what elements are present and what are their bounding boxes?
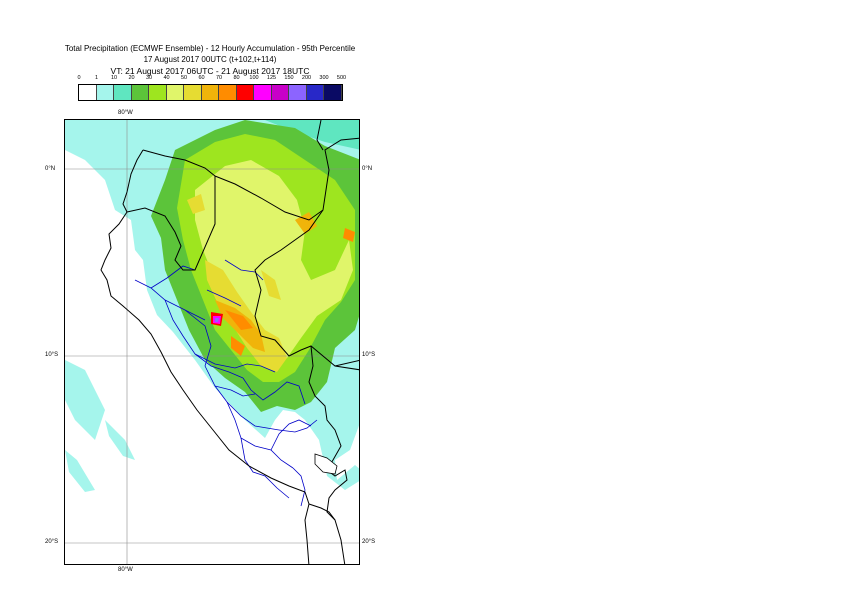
legend-swatch-3 [131, 85, 149, 100]
border-colombia-north [316, 120, 324, 151]
legend-swatch-5 [166, 85, 184, 100]
axis-label-lon-top: 80°W [118, 110, 133, 116]
border-ecuador-peru [126, 176, 216, 271]
legend-swatch-0 [79, 85, 97, 100]
legend-swatch-6 [184, 85, 202, 100]
precipitation-legend: 0 1 10 20 30 40 50 60 70 80 100 125 150 200 300 500 [77, 75, 348, 103]
legend-swatch-4 [149, 85, 167, 100]
border-brazil-peru [254, 209, 359, 371]
axis-label-lat0-right: 0°N [362, 166, 373, 172]
border-colombia-peru [214, 137, 359, 221]
legend-swatch-10 [254, 85, 272, 100]
legend-label-7: 60 [198, 75, 205, 81]
legend-label-6: 50 [180, 75, 188, 81]
country-borders [100, 120, 359, 564]
border-bolivia-peru [308, 345, 348, 521]
legend-label-1: 1 [94, 75, 99, 81]
admin-boundaries [134, 259, 318, 507]
precip-band-1-10-streaks [65, 420, 135, 492]
axis-label-lat20-left: 20°S [45, 539, 59, 545]
legend-label-8: 70 [215, 75, 223, 81]
chart-title-line1: Total Precipitation (ECMWF Ensemble) - 1… [64, 44, 356, 53]
precip-band-50-60 [187, 194, 287, 372]
border-chile-bolivia [308, 503, 346, 564]
axis-label-lat20-right: 20°S [362, 539, 376, 545]
coastline [100, 149, 310, 564]
legend-threshold-labels: 0 1 10 20 30 40 50 60 70 80 100 125 150 200 300 500 [77, 75, 348, 84]
legend-swatch-11 [271, 85, 289, 100]
chart-title-line3: VT: 21 August 2017 06UTC - 21 August 201… [110, 66, 310, 76]
precip-band-1-10-offshore [65, 360, 105, 440]
chart-title-line2: 17 August 2017 00UTC (t+102,t+114) [143, 55, 277, 64]
border-brazil-bolivia [334, 359, 359, 367]
legend-label-0: 0 [77, 75, 81, 81]
legend-swatch-7 [201, 85, 219, 100]
precipitation-map [64, 119, 360, 565]
legend-swatch-8 [219, 85, 237, 100]
precip-band-70-80 [225, 228, 355, 356]
legend-swatch-9 [236, 85, 254, 100]
legend-swatch-2 [114, 85, 132, 100]
precipitation-field [65, 120, 359, 492]
legend-label-10: 100 [249, 75, 259, 81]
axis-label-lat0-left: 0°N [45, 166, 56, 172]
legend-label-3: 20 [128, 75, 135, 81]
legend-label-9: 80 [233, 75, 240, 81]
legend-label-2: 10 [110, 75, 118, 81]
precip-band-150-200 [215, 318, 219, 322]
legend-label-15: 500 [336, 75, 347, 81]
legend-color-bar [78, 84, 343, 101]
lake-titicaca [314, 453, 338, 475]
legend-swatch-13 [306, 85, 324, 100]
axis-label-lat10-left: 10°S [45, 352, 59, 358]
map-canvas [65, 120, 359, 564]
legend-label-11: 125 [266, 75, 277, 81]
axis-label-lon-bottom: 80°W [118, 567, 133, 573]
axis-label-lat10-right: 10°S [362, 352, 376, 358]
legend-label-4: 30 [145, 75, 153, 81]
legend-label-14: 300 [319, 75, 329, 81]
legend-label-5: 40 [163, 75, 170, 81]
legend-swatch-1 [96, 85, 114, 100]
legend-swatch-14 [324, 85, 342, 100]
border-colombia-ecuador [142, 149, 216, 177]
legend-label-12: 150 [284, 75, 294, 81]
legend-label-13: 200 [301, 75, 312, 81]
legend-swatch-12 [289, 85, 307, 100]
